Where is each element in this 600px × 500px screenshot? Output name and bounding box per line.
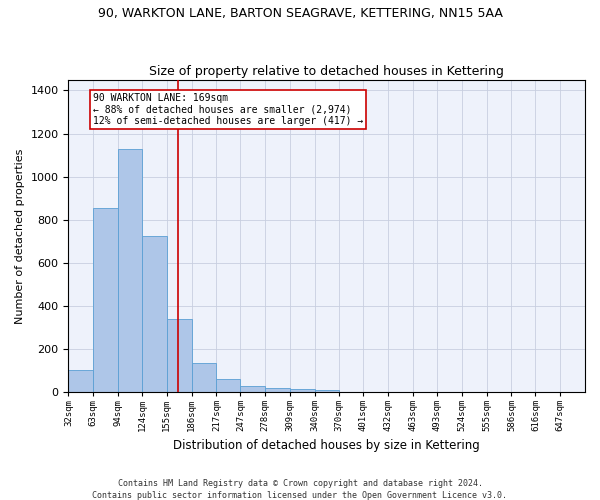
Bar: [118, 148, 142, 392]
X-axis label: Distribution of detached houses by size in Kettering: Distribution of detached houses by size …: [173, 440, 480, 452]
Bar: [191, 363, 217, 392]
Y-axis label: Number of detached properties: Number of detached properties: [15, 148, 25, 324]
Bar: [93, 208, 118, 392]
Text: Contains HM Land Registry data © Crown copyright and database right 2024.
Contai: Contains HM Land Registry data © Crown c…: [92, 478, 508, 500]
Text: 90 WARKTON LANE: 169sqm
← 88% of detached houses are smaller (2,974)
12% of semi: 90 WARKTON LANE: 169sqm ← 88% of detache…: [93, 92, 364, 126]
Title: Size of property relative to detached houses in Kettering: Size of property relative to detached ho…: [149, 66, 504, 78]
Bar: [167, 318, 191, 392]
Bar: [241, 386, 265, 392]
Bar: [142, 236, 167, 392]
Bar: [68, 370, 93, 392]
Bar: [290, 388, 315, 392]
Bar: [315, 390, 338, 392]
Text: 90, WARKTON LANE, BARTON SEAGRAVE, KETTERING, NN15 5AA: 90, WARKTON LANE, BARTON SEAGRAVE, KETTE…: [98, 8, 502, 20]
Bar: [217, 379, 241, 392]
Bar: [265, 388, 290, 392]
